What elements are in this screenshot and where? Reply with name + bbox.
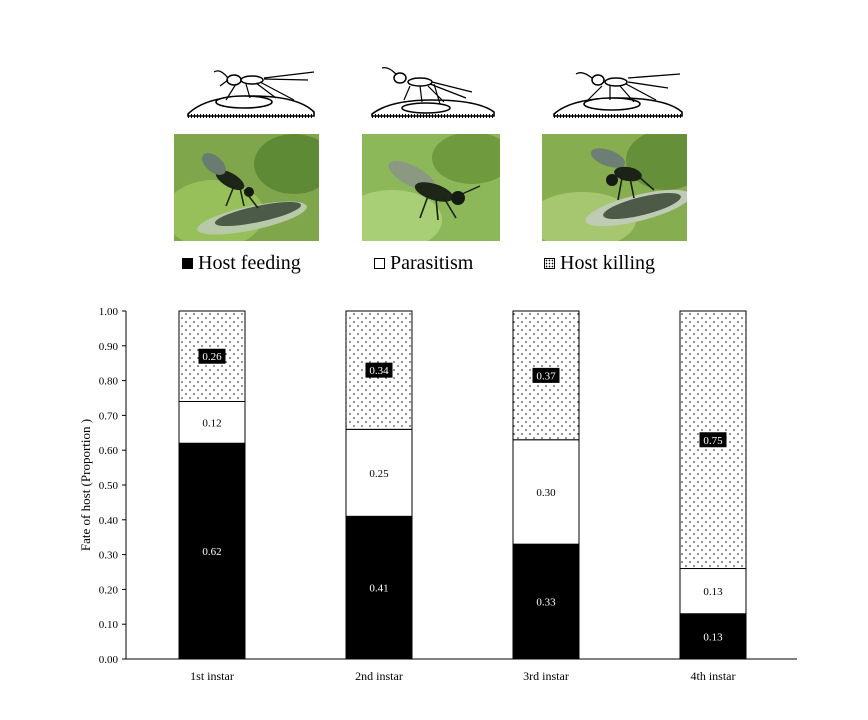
y-tick-label: 0.70 <box>99 410 119 422</box>
data-label-box <box>699 432 727 448</box>
y-tick-label: 1.00 <box>99 306 119 318</box>
legend-item-host-feeding: Host feeding <box>182 250 301 276</box>
data-label: 0.25 <box>369 468 389 480</box>
data-label: 0.26 <box>202 351 222 363</box>
y-tick-label: 0.80 <box>99 376 119 388</box>
data-label-box <box>532 367 560 383</box>
host-feeding-sketch-icon <box>187 70 315 118</box>
bar-segment <box>679 613 747 660</box>
parasitism-photo <box>362 134 500 241</box>
x-tick-label: 1st instar <box>190 669 234 683</box>
bars <box>178 310 747 660</box>
bar-segment <box>512 543 580 660</box>
data-label: 0.33 <box>536 597 556 609</box>
data-label: 0.13 <box>703 631 723 643</box>
bar-segment <box>679 568 747 615</box>
data-label: 0.30 <box>536 487 556 499</box>
black-swatch-icon <box>182 257 193 269</box>
bar-segment <box>178 400 246 444</box>
data-labels: 0.62 0.12 0.26 0.41 0.25 0.34 0.33 0.30 0.37 0.13… <box>198 348 727 643</box>
legend-item-host-killing: Host killing <box>544 250 655 276</box>
data-label-box <box>365 362 393 378</box>
legend: Host feeding Parasitism Host killing <box>0 250 868 276</box>
y-tick-label: 0.40 <box>99 515 119 527</box>
x-tick-label: 4th instar <box>691 669 736 683</box>
data-label: 0.34 <box>369 365 389 377</box>
dotted-swatch-icon <box>544 257 555 269</box>
y-tick-label: 0.10 <box>99 619 119 631</box>
host-killing-photo <box>542 134 687 241</box>
y-tick-label: 0.60 <box>99 445 119 457</box>
data-label: 0.12 <box>202 417 221 429</box>
legend-label-parasitism: Parasitism <box>390 251 474 274</box>
y-tick-label: 0.90 <box>99 341 119 353</box>
x-tick-label: 3rd instar <box>523 669 569 683</box>
bar-segment <box>345 428 413 517</box>
white-swatch-icon <box>374 257 385 269</box>
y-tick-label: 0.00 <box>99 654 119 666</box>
data-label: 0.62 <box>202 546 221 558</box>
host-killing-sketch-icon <box>553 72 683 118</box>
x-tick-label: 2nd instar <box>355 669 403 683</box>
legend-label-host-killing: Host killing <box>560 251 656 274</box>
y-tick-label: 0.50 <box>99 480 119 492</box>
data-label: 0.37 <box>536 370 556 382</box>
y-tick-label: 0.30 <box>99 550 119 562</box>
data-label: 0.13 <box>703 586 723 598</box>
legend-label-host-feeding: Host feeding <box>198 251 301 274</box>
y-tick-label: 0.20 <box>99 584 119 596</box>
data-label: 0.41 <box>369 583 388 595</box>
y-axis-label: Fate of host (Proportion ) <box>78 419 93 551</box>
data-label-box <box>198 348 226 364</box>
bar-segment <box>178 442 246 660</box>
parasitism-sketch-icon <box>371 66 495 118</box>
legend-item-parasitism: Parasitism <box>374 250 473 276</box>
bar-segment <box>512 439 580 545</box>
host-feeding-photo <box>174 134 319 241</box>
data-label: 0.75 <box>703 435 723 447</box>
